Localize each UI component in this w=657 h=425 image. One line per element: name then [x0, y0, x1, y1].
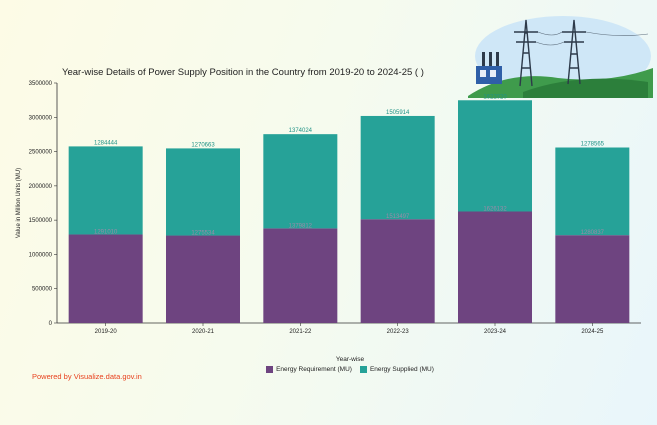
power-transmission-tower-icon: [562, 19, 586, 85]
y-tick-label: 0: [49, 321, 53, 327]
bar-energy-requirement: [555, 235, 630, 323]
bar-energy-requirement: [458, 211, 532, 323]
legend-swatch-requirement: [266, 366, 274, 373]
chart-title: Year-wise Details of Power Supply Positi…: [62, 67, 424, 78]
bar-energy-supplied: [166, 148, 240, 236]
x-tick-label: 2022-23: [387, 329, 410, 335]
y-tick-label: 500000: [32, 287, 53, 293]
chart-legend: Year-wise Energy Requirement (MU) Energy…: [220, 356, 480, 375]
power-transmission-illustration: [468, 16, 653, 98]
x-axis-title: Year-wise: [335, 356, 365, 363]
data-label-supplied: 1374024: [289, 128, 313, 134]
data-label-supplied: 1278565: [581, 141, 605, 147]
y-tick-label: 1000000: [29, 252, 53, 258]
bar-energy-requirement: [166, 235, 240, 323]
bar-energy-supplied: [360, 115, 435, 220]
bar-energy-requirement: [68, 234, 143, 323]
data-label-requirement: 1291010: [94, 229, 118, 235]
y-tick-label: 3000000: [29, 115, 53, 121]
data-label-requirement: 1280837: [581, 230, 605, 236]
legend-item-requirement[interactable]: Energy Requirement (MU): [266, 366, 352, 373]
legend-label-requirement: Energy Requirement (MU): [276, 366, 352, 373]
y-tick-label: 1500000: [29, 218, 53, 224]
power-substation-icon: [476, 52, 502, 84]
x-tick-label: 2024-25: [581, 329, 604, 335]
data-label-supplied: 1505914: [386, 110, 410, 116]
x-tick-label: 2020-21: [192, 329, 215, 335]
bar-energy-requirement: [360, 219, 435, 323]
x-tick-label: 2021-22: [289, 329, 312, 335]
legend-swatch-supplied: [359, 366, 367, 373]
bar-energy-supplied: [263, 134, 338, 229]
data-label-requirement: 1275534: [191, 231, 215, 237]
y-tick-label: 3500000: [29, 81, 53, 87]
y-tick-label: 2500000: [29, 150, 53, 156]
data-label-requirement: 1379812: [289, 223, 313, 229]
y-tick-label: 2000000: [29, 184, 53, 190]
y-axis-title: Value in Million Units (MU): [16, 168, 22, 238]
data-label-supplied: 1284444: [94, 140, 118, 146]
bar-energy-supplied: [68, 146, 143, 235]
x-tick-label: 2019-20: [95, 329, 118, 335]
bar-energy-supplied: [458, 100, 532, 212]
power-transmission-tower-icon: [514, 19, 538, 87]
data-label-requirement: 1513497: [386, 214, 410, 220]
x-tick-label: 2023-24: [484, 329, 507, 335]
bar-energy-supplied: [555, 147, 630, 236]
bar-energy-requirement: [263, 228, 338, 323]
legend-item-supplied[interactable]: Energy Supplied (MU): [359, 366, 434, 373]
powered-by-link[interactable]: Powered by Visualize.data.gov.in: [32, 372, 142, 381]
data-label-requirement: 1626132: [483, 206, 507, 212]
data-label-supplied: 1270663: [191, 142, 215, 148]
legend-label-supplied: Energy Supplied (MU): [369, 366, 434, 373]
data-label-supplied: 1622020: [483, 94, 507, 100]
